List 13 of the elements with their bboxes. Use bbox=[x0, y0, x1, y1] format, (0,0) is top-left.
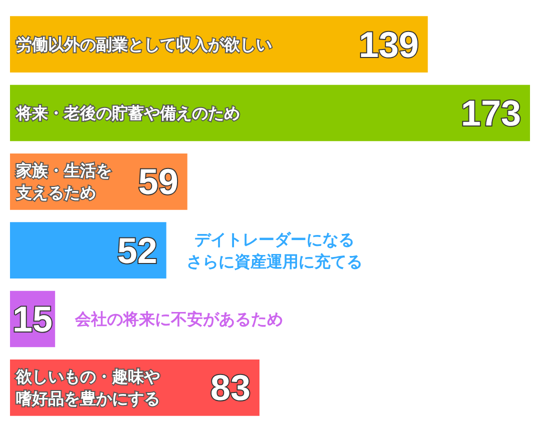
y-tick-label: 将来・老後の貯蓄や備えのため bbox=[15, 104, 240, 122]
data-label: 173 bbox=[460, 92, 521, 134]
y-tick-label: 欲しいもの・趣味や嗜好品を豊かにする bbox=[15, 367, 160, 408]
data-label: 139 bbox=[358, 24, 419, 65]
data-label: 59 bbox=[138, 161, 178, 202]
data-label: 52 bbox=[117, 230, 158, 271]
bar bbox=[10, 222, 166, 278]
y-tick-label: 家族・生活を支えるため bbox=[15, 161, 112, 202]
y-tick-label: 労働以外の副業として収入が欲しい bbox=[16, 34, 272, 54]
y-tick-label: デイトレーダーになるさらに資産運用に充てる bbox=[186, 230, 362, 271]
y-tick-label: 会社の将来に不安があるため bbox=[74, 310, 284, 328]
data-label: 83 bbox=[210, 367, 250, 408]
data-label: 15 bbox=[12, 298, 53, 340]
